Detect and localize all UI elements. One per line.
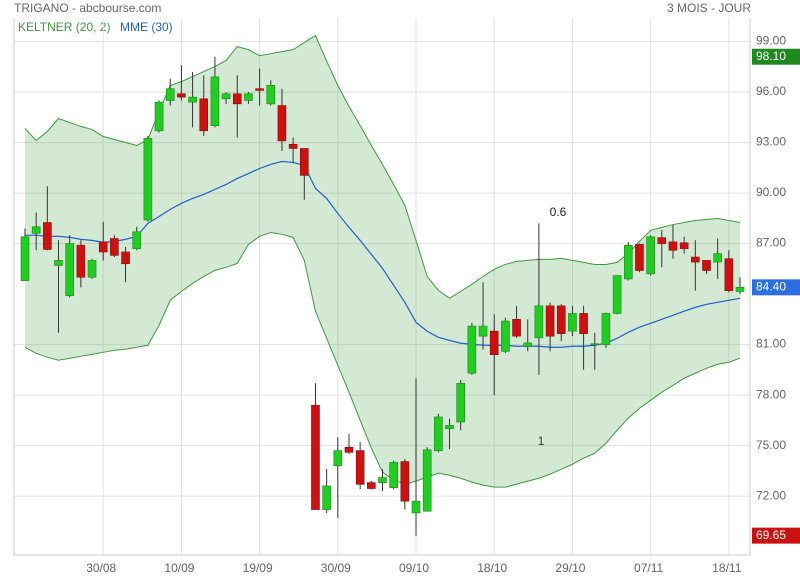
- candle-body: [489, 330, 499, 355]
- candle-body: [221, 93, 231, 100]
- candle-body: [344, 446, 354, 453]
- candle-body: [199, 98, 209, 132]
- candle-body: [534, 305, 544, 339]
- candle-body: [76, 244, 86, 278]
- candle-body: [121, 251, 130, 265]
- candle-body: [311, 404, 320, 510]
- candle-body: [668, 241, 678, 251]
- candle-body: [132, 231, 142, 249]
- candle-body: [467, 325, 477, 374]
- candle-body: [367, 482, 376, 489]
- price-tag-label: 84.40: [756, 280, 786, 294]
- candle-body: [713, 253, 722, 263]
- candle-body: [434, 416, 443, 451]
- y-tick-label: 90.00: [756, 185, 786, 199]
- x-tick-label: 07/11: [634, 561, 663, 575]
- x-tick-label: 18/10: [477, 561, 507, 575]
- candle-body: [110, 238, 119, 256]
- candle-body: [266, 85, 276, 105]
- candle-body: [411, 500, 421, 514]
- candle-body: [545, 305, 555, 337]
- candle-body: [456, 382, 466, 423]
- candle-body: [177, 93, 186, 98]
- x-tick-label: 29/10: [555, 561, 585, 575]
- candle-body: [601, 313, 611, 345]
- candle-body: [501, 320, 510, 352]
- legend-entry: MME (30): [120, 20, 173, 34]
- x-tick-label: 30/09: [321, 561, 351, 575]
- y-tick-label: 75.00: [756, 438, 786, 452]
- candle-body: [65, 243, 74, 297]
- y-tick-label: 72.00: [756, 488, 786, 502]
- candle-body: [54, 260, 63, 266]
- price-tag-label: 98.10: [756, 49, 786, 63]
- candle-body: [333, 450, 343, 467]
- x-tick-label: 18/11: [712, 561, 741, 575]
- price-tag: [752, 527, 800, 544]
- y-tick-label: 96.00: [756, 84, 786, 98]
- candle-body: [232, 93, 242, 105]
- legend-entry: KELTNER (20, 2): [18, 20, 110, 34]
- x-tick-label: 10/09: [164, 561, 194, 575]
- candle-body: [87, 260, 97, 278]
- candle-body: [512, 319, 521, 337]
- candle-body: [154, 101, 164, 132]
- candle-body: [98, 241, 108, 253]
- y-tick-label: 87.00: [756, 236, 786, 250]
- candle-body: [255, 88, 264, 91]
- candle-body: [679, 242, 689, 249]
- candle-body: [188, 96, 197, 103]
- chart-subtitle: 3 MOIS - JOUR: [667, 1, 751, 15]
- candle-body: [43, 222, 52, 250]
- x-tick-label: 09/10: [399, 561, 429, 575]
- candle-body: [288, 143, 298, 149]
- candle-body: [277, 105, 287, 142]
- candle-body: [478, 325, 488, 337]
- keltner-band: [25, 35, 740, 488]
- candle-body: [702, 260, 711, 271]
- y-tick-label: 93.00: [756, 135, 786, 149]
- candle-body: [400, 461, 410, 502]
- candle-body: [143, 138, 153, 221]
- candle-body: [20, 236, 30, 281]
- candle-body: [389, 462, 398, 488]
- price-tag: [752, 279, 800, 296]
- candle-body: [322, 485, 331, 510]
- candle-body: [635, 244, 644, 271]
- candle-body: [523, 342, 533, 347]
- candle-body: [612, 275, 622, 314]
- candle-body: [165, 88, 175, 101]
- candle-body: [355, 450, 365, 485]
- candle-body: [556, 305, 566, 334]
- y-tick-label: 99.00: [756, 34, 786, 48]
- candle-body: [590, 343, 600, 346]
- candle-body: [210, 76, 220, 127]
- chart-title: TRIGANO - abcbourse.com: [14, 1, 161, 15]
- candle-body: [244, 93, 253, 101]
- annotation: 1: [538, 434, 545, 448]
- annotation: 0.6: [550, 205, 567, 219]
- candle-body: [422, 449, 432, 512]
- candle-body: [646, 236, 655, 275]
- y-tick-label: 81.00: [756, 337, 786, 351]
- candle-body: [299, 148, 309, 176]
- candle-body: [724, 258, 734, 292]
- x-tick-label: 19/09: [243, 561, 273, 575]
- candle-body: [31, 226, 41, 234]
- x-tick-label: 30/08: [86, 561, 116, 575]
- candle-body: [691, 256, 700, 263]
- candle-body: [735, 287, 745, 292]
- candle-body: [445, 425, 454, 430]
- price-tag-label: 69.65: [756, 528, 786, 542]
- candle-body: [579, 313, 588, 334]
- candle-body: [657, 237, 667, 244]
- candle-body: [378, 477, 387, 483]
- candle-body: [623, 244, 633, 280]
- y-tick-label: 78.00: [756, 387, 786, 401]
- candle-body: [568, 313, 577, 332]
- mme-line: [25, 160, 741, 348]
- price-tag: [752, 48, 800, 65]
